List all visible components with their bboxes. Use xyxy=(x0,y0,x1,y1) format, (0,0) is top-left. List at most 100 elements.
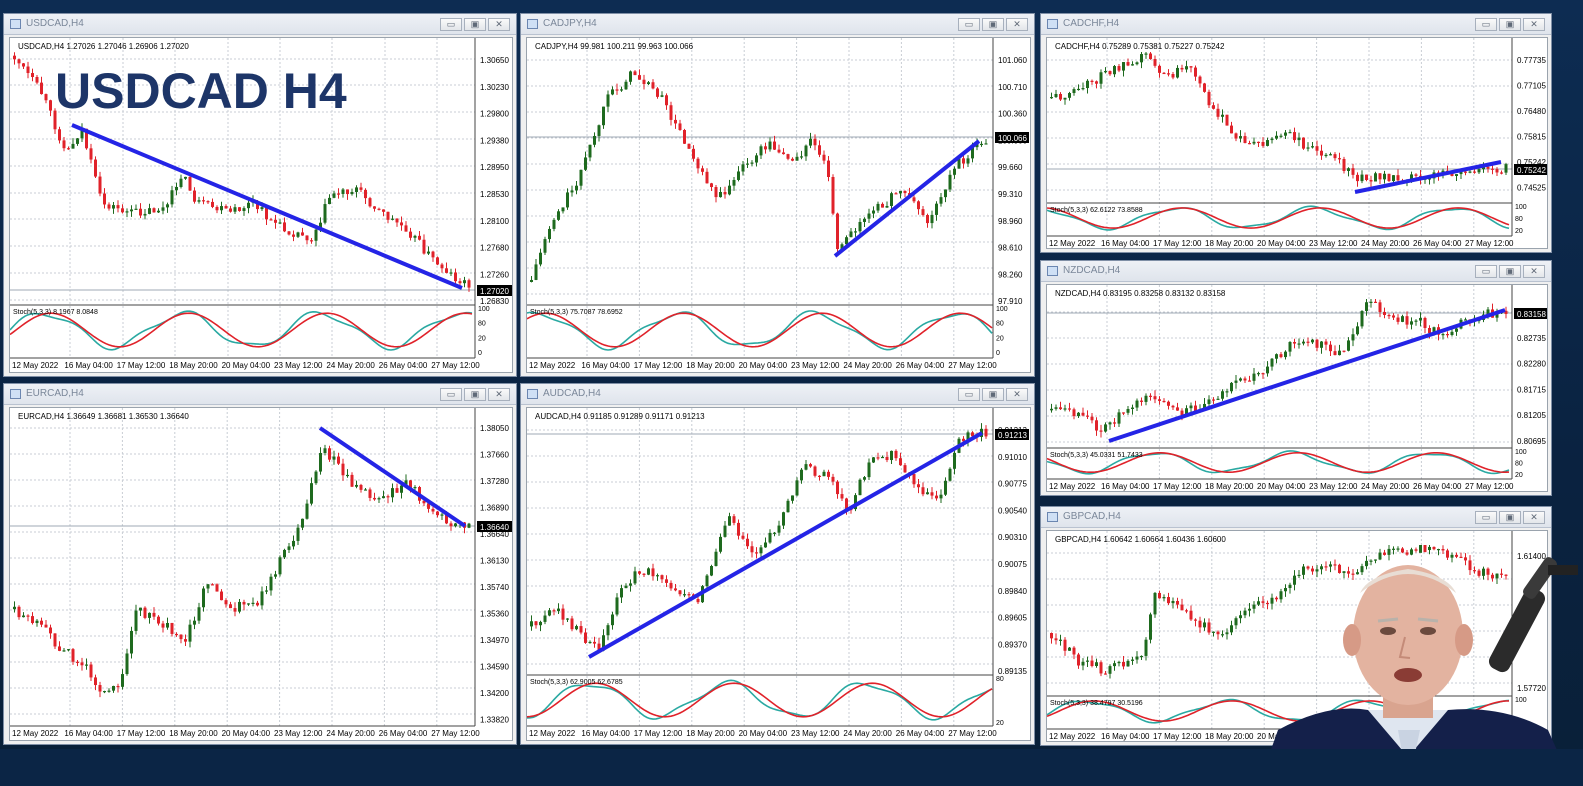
chart-svg[interactable]: AUDCAD,H4 0.91185 0.91289 0.91171 0.9121… xyxy=(526,408,1030,740)
close-button[interactable]: ✕ xyxy=(1523,265,1545,278)
close-button[interactable]: ✕ xyxy=(1523,511,1545,524)
candle-body xyxy=(534,264,538,280)
chart-svg[interactable]: EURCAD,H4 1.36649 1.36681 1.36530 1.3664… xyxy=(10,408,512,740)
close-button[interactable]: ✕ xyxy=(1006,388,1028,401)
candle-body xyxy=(1396,317,1400,322)
maximize-button[interactable]: ▣ xyxy=(464,18,486,31)
chart-svg[interactable]: NZDCAD,H4 0.83195 0.83258 0.83132 0.8315… xyxy=(1046,285,1547,491)
candle-body xyxy=(1077,654,1080,666)
candle-body xyxy=(917,201,920,210)
chart-area[interactable]: CADJPY,H4 99.981 100.211 99.963 100.066 … xyxy=(526,37,1031,373)
chart-window-cadjpy[interactable]: CADJPY,H4 ▭ ▣ ✕ CADJPY,H4 99.981 100.211… xyxy=(520,13,1035,377)
current-price-badge xyxy=(995,429,1029,440)
chart-svg[interactable]: CADCHF,H4 0.75289 0.75381 0.75227 0.7524… xyxy=(1046,38,1547,248)
trendline[interactable] xyxy=(71,123,463,290)
candle-body xyxy=(170,622,174,634)
close-button[interactable]: ✕ xyxy=(488,18,510,31)
chart-window-cadchf[interactable]: CADCHF,H4 ▭ ▣ ✕ CADCHF,H4 0.75289 0.7538… xyxy=(1040,13,1552,253)
candle-body xyxy=(1266,140,1269,146)
candle-body xyxy=(1176,600,1179,605)
trendline[interactable] xyxy=(833,139,981,258)
titlebar[interactable]: AUDCAD,H4 ▭ ▣ ✕ xyxy=(521,384,1034,405)
trendline[interactable] xyxy=(588,431,983,659)
candle-body xyxy=(467,280,471,288)
chart-window-usdcad[interactable]: USDCAD,H4 ▭ ▣ ✕ xyxy=(3,13,517,377)
bottom-bar xyxy=(0,749,1583,786)
chart-area[interactable]: USDCAD,H4 1.27026 1.27046 1.26906 1.2702… xyxy=(9,37,513,373)
candle-body xyxy=(1108,422,1112,425)
chart-area[interactable]: EURCAD,H4 1.36649 1.36681 1.36530 1.3664… xyxy=(9,407,513,741)
maximize-button[interactable]: ▣ xyxy=(464,388,486,401)
minimize-button[interactable]: ▭ xyxy=(1475,265,1497,278)
candle-body xyxy=(1459,171,1463,175)
chart-area[interactable]: NZDCAD,H4 0.83195 0.83258 0.83132 0.8315… xyxy=(1046,284,1548,492)
chart-window-nzdcad[interactable]: NZDCAD,H4 ▭ ▣ ✕ NZDCAD,H4 0.83195 0.8325… xyxy=(1040,260,1552,496)
chart-window-eurcad[interactable]: EURCAD,H4 ▭ ▣ ✕ EURCAD,H4 1.36649 1.3668… xyxy=(3,383,517,745)
candle-body xyxy=(31,616,34,624)
close-button[interactable]: ✕ xyxy=(1006,18,1028,31)
candle-body xyxy=(561,608,565,620)
maximize-button[interactable]: ▣ xyxy=(982,18,1004,31)
time-axis: 12 May 2022 16 May 04:00 17 May 12:00 18 Ma… xyxy=(527,357,997,370)
candle-body xyxy=(202,200,205,202)
minimize-button[interactable]: ▭ xyxy=(958,388,980,401)
candle-body xyxy=(1414,320,1418,322)
chart-area[interactable]: AUDCAD,H4 0.91185 0.91289 0.91171 0.9121… xyxy=(526,407,1031,741)
chart-svg[interactable]: CADJPY,H4 99.981 100.211 99.963 100.066 … xyxy=(526,38,1030,372)
candle-body xyxy=(188,624,192,642)
chart-area[interactable]: CADCHF,H4 0.75289 0.75381 0.75227 0.7524… xyxy=(1046,37,1548,249)
candle-body xyxy=(1419,545,1422,553)
candle-body xyxy=(962,158,965,164)
candle-body xyxy=(314,471,318,484)
minimize-button[interactable]: ▭ xyxy=(1475,511,1497,524)
candle-body xyxy=(157,616,160,624)
candle-body xyxy=(629,71,632,82)
trendline[interactable] xyxy=(1108,308,1506,443)
candle-body xyxy=(1347,340,1350,351)
candle-body xyxy=(409,231,412,238)
maximize-button[interactable]: ▣ xyxy=(1499,265,1521,278)
trendline[interactable] xyxy=(1354,160,1502,194)
candle-body xyxy=(229,604,232,609)
close-button[interactable]: ✕ xyxy=(488,388,510,401)
minimize-button[interactable]: ▭ xyxy=(440,18,462,31)
price-tick-label: 1.37280 xyxy=(480,477,509,486)
candle-body xyxy=(112,685,115,691)
stoch-level-label: 20 xyxy=(478,335,486,342)
candle-body xyxy=(593,135,596,145)
minimize-button[interactable]: ▭ xyxy=(958,18,980,31)
candle-body xyxy=(328,448,331,460)
titlebar[interactable]: CADCHF,H4 ▭ ▣ ✕ xyxy=(1041,14,1551,35)
close-button[interactable]: ✕ xyxy=(1523,18,1545,31)
candle-body xyxy=(319,222,322,230)
titlebar[interactable]: CADJPY,H4 ▭ ▣ ✕ xyxy=(521,14,1034,35)
titlebar[interactable]: USDCAD,H4 ▭ ▣ ✕ xyxy=(4,14,516,35)
candle-body xyxy=(94,677,97,686)
minimize-button[interactable]: ▭ xyxy=(440,388,462,401)
candle-body xyxy=(35,620,39,624)
candle-body xyxy=(355,187,358,192)
chart-window-gbpcad[interactable]: GBPCAD,H4 ▭ ▣ ✕ GBPCAD,H4 1.60642 1.6066… xyxy=(1040,506,1552,746)
candle-body xyxy=(1486,568,1490,575)
price-tick-label: 1.27680 xyxy=(480,244,509,253)
chart-svg[interactable]: USDCAD,H4 1.27026 1.27046 1.26906 1.2702… xyxy=(9,38,512,372)
candle-body xyxy=(1144,639,1148,656)
candle-body xyxy=(256,602,259,606)
time-tick-label: 16 May 04:00 xyxy=(581,729,630,738)
time-tick-label: 23 May 12:00 xyxy=(274,729,323,738)
price-axis: 1.38050 1.37660 1.37280 1.36890 1.36640 1.361… xyxy=(480,424,509,725)
candle-body xyxy=(341,189,345,194)
titlebar[interactable]: EURCAD,H4 ▭ ▣ ✕ xyxy=(4,384,516,405)
maximize-button[interactable]: ▣ xyxy=(1499,18,1521,31)
chart-window-audcad[interactable]: AUDCAD,H4 ▭ ▣ ✕ AUDCAD,H4 0.91185 0.9128… xyxy=(520,383,1035,745)
candle-body xyxy=(305,503,309,519)
current-price-label: 100.066 xyxy=(998,134,1027,143)
trendline[interactable] xyxy=(318,426,467,528)
titlebar[interactable]: GBPCAD,H4 ▭ ▣ ✕ xyxy=(1041,507,1551,528)
candle-body xyxy=(170,190,174,205)
minimize-button[interactable]: ▭ xyxy=(1475,18,1497,31)
maximize-button[interactable]: ▣ xyxy=(1499,511,1521,524)
candle-body xyxy=(1207,399,1211,404)
maximize-button[interactable]: ▣ xyxy=(982,388,1004,401)
titlebar[interactable]: NZDCAD,H4 ▭ ▣ ✕ xyxy=(1041,261,1551,282)
